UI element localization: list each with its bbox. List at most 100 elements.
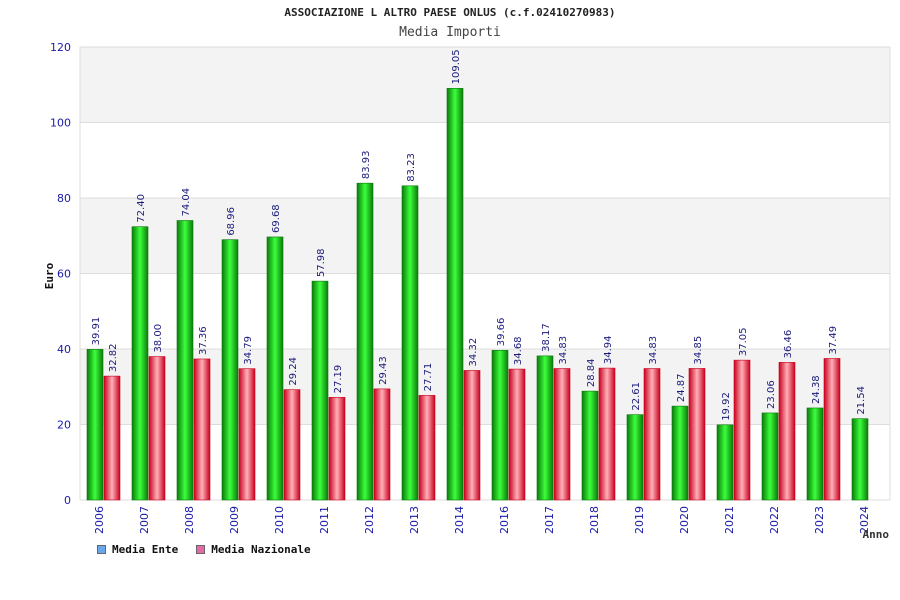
data-label: 83.93 <box>361 151 372 180</box>
data-label: 27.71 <box>423 363 434 392</box>
x-tick-label: 2016 <box>498 506 511 534</box>
x-tick-label: 2019 <box>633 506 646 534</box>
x-axis-label: Anno <box>863 528 890 541</box>
data-label: 34.85 <box>693 336 704 365</box>
plot-band <box>80 47 890 123</box>
x-tick-label: 2011 <box>318 506 331 534</box>
data-label: 74.04 <box>181 188 192 217</box>
bars-group <box>86 88 869 501</box>
bar-media-nazionale <box>733 359 751 501</box>
x-tick-label: 2007 <box>138 506 151 534</box>
legend-swatch-media-nazionale <box>196 545 206 554</box>
x-axis-ticks: 2006 2007 2008 2009 2010 2011 2012 2013 2014 2016… <box>93 506 871 534</box>
data-label: 72.40 <box>136 194 147 223</box>
bar-media-ente <box>176 220 194 501</box>
y-tick-label: 0 <box>64 494 71 507</box>
data-label: 34.83 <box>558 336 569 365</box>
data-label: 29.43 <box>378 356 389 385</box>
x-tick-label: 2008 <box>183 506 196 534</box>
x-tick-label: 2012 <box>363 506 376 534</box>
x-tick-label: 2022 <box>768 506 781 534</box>
y-axis-ticks: 0 20 40 60 80 100 120 <box>50 41 71 507</box>
data-label: 37.05 <box>738 327 749 356</box>
bar-media-nazionale <box>643 368 661 501</box>
legend: Media Ente Media Nazionale <box>97 543 311 556</box>
data-label: 68.96 <box>226 207 237 236</box>
y-tick-label: 120 <box>50 41 71 54</box>
bar-media-ente <box>266 236 284 501</box>
data-label: 19.92 <box>721 392 732 421</box>
legend-label-media-ente: Media Ente <box>112 543 179 556</box>
x-tick-label: 2013 <box>408 506 421 534</box>
bar-media-nazionale <box>148 356 166 501</box>
plot-band <box>80 198 890 274</box>
data-label: 37.49 <box>828 326 839 355</box>
data-label: 29.24 <box>288 357 299 386</box>
bar-media-ente <box>536 355 554 501</box>
bar-media-nazionale <box>463 370 481 501</box>
legend-swatch-media-ente <box>97 545 106 554</box>
data-label: 21.54 <box>856 386 867 415</box>
plot-bands <box>80 47 890 425</box>
y-tick-label: 20 <box>57 419 71 432</box>
data-label: 27.19 <box>333 365 344 394</box>
chart-title: ASSOCIAZIONE L ALTRO PAESE ONLUS (c.f.02… <box>284 6 616 19</box>
bar-media-nazionale <box>283 389 301 501</box>
x-tick-label: 2021 <box>723 506 736 534</box>
bar-media-ente <box>131 226 149 501</box>
bar-media-nazionale <box>103 375 121 501</box>
y-tick-label: 80 <box>57 192 71 205</box>
data-label: 34.32 <box>468 338 479 367</box>
x-tick-label: 2024 <box>858 506 871 534</box>
bar-media-nazionale <box>553 368 571 501</box>
bar-media-ente <box>311 280 329 501</box>
data-label: 83.23 <box>406 153 417 182</box>
gridlines <box>79 46 891 501</box>
bar-media-nazionale <box>193 358 211 501</box>
bar-media-ente <box>851 418 869 501</box>
bar-media-ente <box>716 424 734 501</box>
x-tick-label: 2020 <box>678 506 691 534</box>
plot-band <box>80 349 890 425</box>
data-label: 24.87 <box>676 373 687 402</box>
data-label: 32.82 <box>108 343 119 372</box>
data-label: 34.83 <box>648 336 659 365</box>
bar-media-nazionale <box>508 368 526 501</box>
data-label: 28.84 <box>586 358 597 387</box>
data-label: 34.79 <box>243 336 254 365</box>
bar-media-ente <box>491 349 509 501</box>
bar-media-ente <box>671 405 689 501</box>
bar-media-nazionale <box>688 368 706 501</box>
bar-media-nazionale <box>328 397 346 501</box>
data-label: 23.06 <box>766 380 777 409</box>
data-label: 22.61 <box>631 382 642 411</box>
legend-item-media-nazionale: Media Nazionale <box>196 543 311 556</box>
data-label: 39.66 <box>496 318 507 347</box>
data-label: 57.98 <box>316 248 327 277</box>
bar-media-ente <box>221 239 239 501</box>
data-label: 38.17 <box>541 323 552 352</box>
x-tick-label: 2006 <box>93 506 106 534</box>
data-labels-group: 39.91 32.82 72.40 38.00 74.04 37.36 68.96 34.79… <box>91 49 867 420</box>
legend-item-media-ente: Media Ente <box>97 543 178 556</box>
data-label: 24.38 <box>811 375 822 404</box>
x-tick-label: 2010 <box>273 506 286 534</box>
bar-media-ente <box>401 185 419 501</box>
bar-media-ente <box>581 390 599 501</box>
x-tick-label: 2023 <box>813 506 826 534</box>
bar-media-ente <box>446 88 464 501</box>
data-label: 39.91 <box>91 317 102 346</box>
data-label: 34.94 <box>603 335 614 364</box>
data-label: 37.36 <box>198 326 209 355</box>
x-tick-label: 2014 <box>453 506 466 534</box>
bar-media-nazionale <box>418 395 436 501</box>
data-label: 109.05 <box>451 49 462 84</box>
bar-media-ente <box>806 407 824 501</box>
y-axis-label: Euro <box>43 262 56 289</box>
bar-media-ente <box>761 412 779 501</box>
bar-media-nazionale <box>373 388 391 501</box>
x-tick-label: 2018 <box>588 506 601 534</box>
bar-media-nazionale <box>238 368 256 501</box>
data-label: 69.68 <box>271 204 282 233</box>
